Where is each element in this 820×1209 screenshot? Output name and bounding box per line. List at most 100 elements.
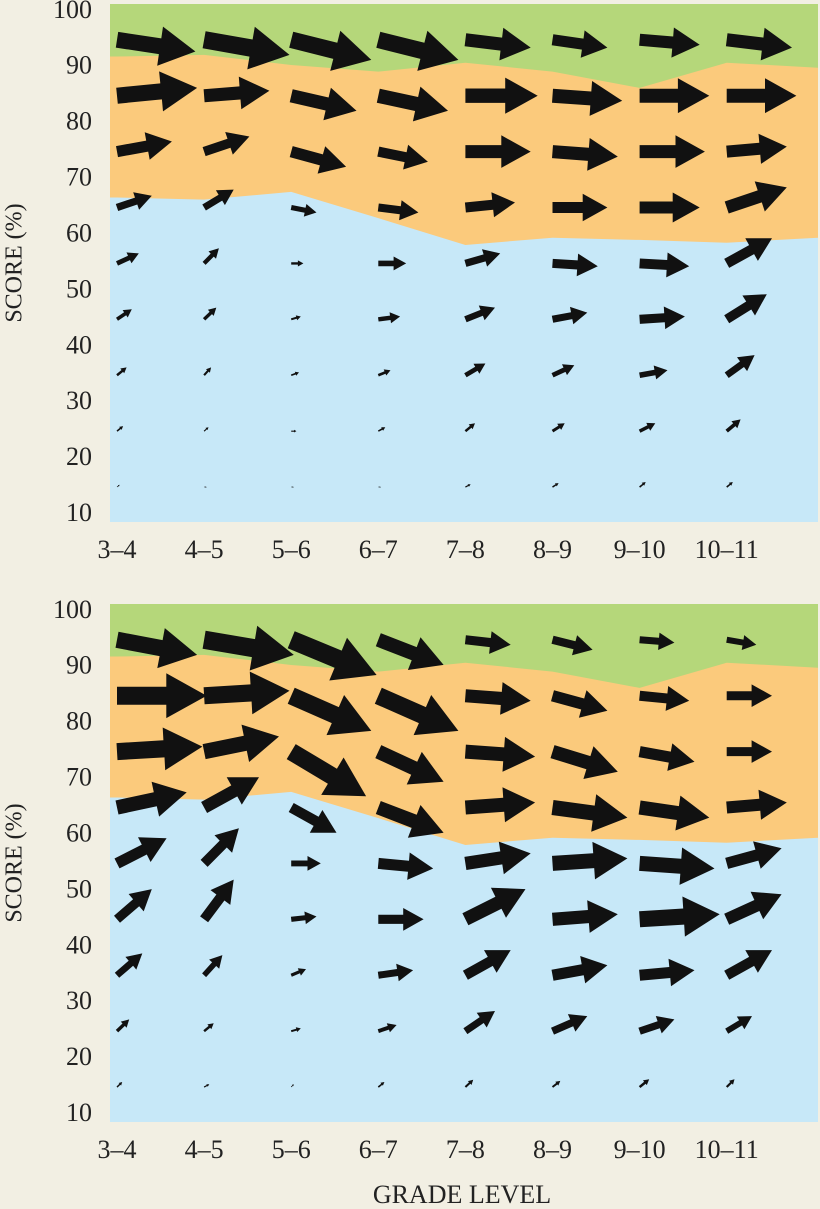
arrow	[725, 419, 741, 433]
x-tick-label: 8–9	[533, 535, 572, 564]
y-tick-label: 30	[66, 386, 92, 415]
arrow	[552, 81, 623, 116]
arrow	[377, 200, 419, 221]
x-tick-label: 5–6	[272, 1135, 311, 1164]
arrow	[203, 76, 270, 110]
arrow	[377, 369, 391, 377]
y-tick-label: 30	[66, 986, 92, 1015]
y-tick-label: 10	[66, 498, 92, 527]
arrow	[290, 1084, 294, 1088]
y-tick-label: 40	[66, 930, 92, 959]
y-tick-label: 70	[66, 763, 92, 792]
arrow	[202, 132, 250, 157]
arrow	[725, 27, 792, 61]
x-axis-label: GRADE LEVEL	[373, 1180, 551, 1209]
arrow	[638, 795, 710, 831]
arrow	[116, 727, 203, 771]
arrow	[116, 252, 139, 266]
arrow	[287, 631, 377, 681]
arrow	[639, 78, 710, 114]
arrow	[551, 690, 608, 718]
arrow	[202, 248, 219, 265]
arrow	[465, 77, 538, 114]
arrow	[378, 908, 424, 931]
arrow	[464, 192, 515, 218]
arrow	[551, 306, 588, 325]
x-tick-label: 9–10	[614, 1135, 666, 1164]
arrow	[638, 422, 656, 433]
y-tick-label: 80	[66, 107, 92, 136]
area-band	[110, 791, 818, 1122]
arrow	[287, 687, 372, 736]
arrow	[378, 486, 381, 488]
arrow	[377, 427, 386, 432]
arrow	[726, 740, 772, 763]
arrow	[463, 1011, 495, 1035]
arrow	[115, 192, 152, 211]
arrow	[639, 482, 646, 488]
arrow	[552, 483, 559, 488]
arrow	[116, 367, 127, 377]
arrow	[724, 950, 772, 980]
y-tick-label: 60	[66, 818, 92, 847]
arrow	[115, 26, 196, 66]
x-tick-label: 4–5	[185, 535, 224, 564]
arrow	[725, 841, 782, 869]
x-tick-label: 8–9	[533, 1135, 572, 1164]
y-axis-label: SCORE (%)	[2, 203, 28, 322]
arrow	[551, 364, 575, 378]
arrow	[464, 249, 501, 267]
arrow	[464, 423, 475, 433]
arrow	[551, 794, 628, 832]
arrow	[552, 841, 628, 880]
x-tick-label: 9–10	[614, 535, 666, 564]
arrow	[375, 745, 444, 785]
arrow	[464, 631, 511, 654]
arrow	[202, 26, 290, 70]
arrow	[114, 837, 167, 869]
arrow	[464, 787, 536, 823]
x-tick-label: 3–4	[98, 535, 137, 564]
arrow	[200, 828, 239, 867]
arrow	[286, 744, 367, 797]
arrow	[552, 253, 598, 277]
arrow	[378, 256, 407, 271]
arrow	[726, 78, 797, 114]
arrow	[639, 192, 700, 223]
y-tick-label: 20	[66, 442, 92, 471]
arrow	[115, 628, 198, 669]
arrow	[115, 781, 187, 817]
arrow	[552, 193, 608, 222]
y-tick-label: 20	[66, 1042, 92, 1071]
arrow	[291, 856, 321, 871]
y-tick-label: 70	[66, 163, 92, 192]
arrow	[639, 896, 720, 937]
arrow	[203, 1023, 214, 1033]
arrow	[201, 777, 259, 813]
arrow	[116, 426, 124, 432]
arrow	[203, 1084, 210, 1088]
y-tick-label: 90	[66, 51, 92, 80]
arrow	[724, 238, 772, 268]
arrow	[377, 1023, 397, 1033]
arrow	[291, 260, 304, 267]
arrow	[465, 484, 471, 488]
arrow	[375, 633, 444, 670]
arrow	[204, 486, 207, 488]
arrow	[291, 429, 297, 433]
arrow	[464, 305, 495, 323]
arrow	[725, 1016, 752, 1034]
arrow	[290, 315, 301, 321]
arrow	[378, 312, 401, 324]
y-tick-label: 50	[66, 874, 92, 903]
x-tick-label: 6–7	[359, 535, 398, 564]
arrow	[202, 724, 279, 762]
arrow	[377, 144, 428, 170]
arrow	[639, 27, 700, 58]
arrow	[290, 968, 306, 977]
chart: 10 20 30 40 50 60 70 80 90 100 3–4 4–5 5–6 6–7 7–8 8–9 9…	[2, 595, 818, 1209]
arrow	[117, 673, 207, 719]
arrow	[724, 181, 787, 214]
arrow	[290, 371, 299, 376]
